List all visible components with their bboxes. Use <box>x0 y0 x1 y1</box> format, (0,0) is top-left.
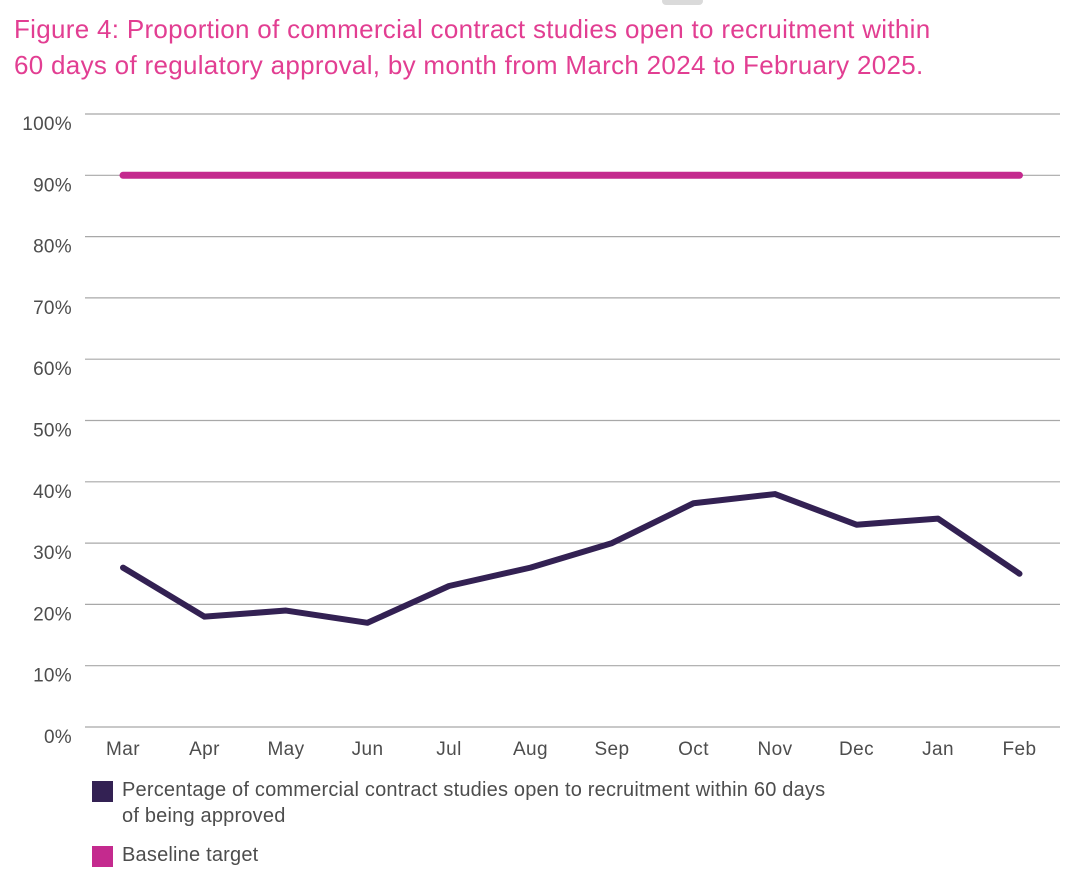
legend-item-baseline: Baseline target <box>92 842 825 868</box>
x-axis-tick-label: Sep <box>594 739 629 760</box>
y-axis-tick-label: 10% <box>33 666 72 687</box>
x-axis-tick-label: Jun <box>352 739 384 760</box>
x-axis-tick-label: Mar <box>106 739 140 760</box>
y-axis-tick-label: 100% <box>22 114 72 135</box>
x-axis-tick-label: Feb <box>1003 739 1037 760</box>
y-axis-tick-label: 0% <box>44 727 72 748</box>
legend-item-series: Percentage of commercial contract studie… <box>92 777 825 829</box>
x-axis-tick-label: Apr <box>189 739 220 760</box>
x-axis-tick-label: Aug <box>513 739 548 760</box>
top-edge-artifact <box>662 0 703 5</box>
y-axis-tick-label: 20% <box>33 604 72 625</box>
figure-title-line-2: 60 days of regulatory approval, by month… <box>14 50 924 80</box>
y-axis-tick-label: 30% <box>33 543 72 564</box>
legend-swatch-series <box>92 781 113 802</box>
y-axis-tick-label: 90% <box>33 175 72 196</box>
figure-title-line-1: Figure 4: Proportion of commercial contr… <box>14 14 931 44</box>
y-axis-tick-label: 40% <box>33 482 72 503</box>
figure-title: Figure 4: Proportion of commercial contr… <box>14 11 930 83</box>
x-axis-tick-label: May <box>267 739 304 760</box>
y-axis-tick-label: 50% <box>33 421 72 442</box>
x-axis-tick-label: Dec <box>839 739 874 760</box>
x-axis-tick-label: Jan <box>922 739 954 760</box>
legend-label-series-line-2: of being approved <box>122 805 286 827</box>
y-axis-tick-label: 60% <box>33 359 72 380</box>
data-line <box>120 491 1023 626</box>
y-axis-tick-label: 70% <box>33 298 72 319</box>
chart-legend: Percentage of commercial contract studie… <box>92 777 825 868</box>
legend-label-baseline-line-1: Baseline target <box>122 844 259 866</box>
legend-swatch-baseline <box>92 846 113 867</box>
x-axis-tick-label: Jul <box>436 739 462 760</box>
legend-label-series: Percentage of commercial contract studie… <box>122 777 825 829</box>
y-axis-tick-label: 80% <box>33 237 72 258</box>
x-axis-tick-label: Oct <box>678 739 709 760</box>
legend-label-baseline: Baseline target <box>122 842 258 868</box>
x-axis-tick-label: Nov <box>758 739 793 760</box>
legend-label-series-line-1: Percentage of commercial contract studie… <box>122 779 826 801</box>
chart-svg: 0% 10% 20% 30% 40% 50% 60% 70% 80% 90% 100% Mar Apr M… <box>22 113 1060 760</box>
